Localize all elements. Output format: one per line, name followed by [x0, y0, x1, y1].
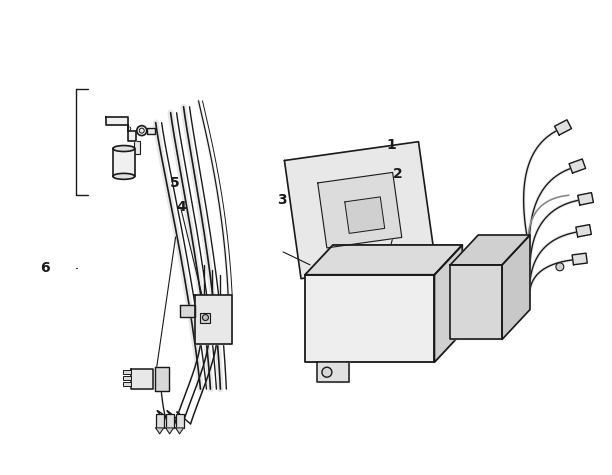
Polygon shape [578, 193, 594, 205]
Text: 5: 5 [170, 176, 180, 190]
Bar [134, 141, 140, 154]
Polygon shape [345, 197, 385, 233]
Bar [147, 128, 155, 133]
Polygon shape [569, 159, 586, 173]
Bar [166, 414, 174, 428]
Ellipse shape [113, 173, 135, 180]
Polygon shape [502, 235, 530, 340]
Polygon shape [285, 142, 435, 279]
Ellipse shape [113, 145, 135, 152]
Polygon shape [155, 367, 169, 391]
Polygon shape [179, 304, 195, 316]
Bar [176, 414, 184, 428]
Circle shape [556, 263, 564, 271]
Polygon shape [106, 117, 136, 141]
Polygon shape [166, 428, 174, 434]
Polygon shape [176, 428, 184, 434]
Text: 6: 6 [40, 261, 50, 275]
Polygon shape [576, 225, 591, 237]
Text: 4: 4 [176, 200, 186, 214]
Polygon shape [450, 265, 502, 340]
Circle shape [322, 367, 332, 377]
Polygon shape [554, 120, 572, 135]
Bar [123, 382, 131, 386]
Polygon shape [572, 253, 588, 265]
Bar [201, 313, 211, 323]
Polygon shape [305, 275, 435, 362]
Bar [113, 149, 135, 176]
Polygon shape [317, 362, 349, 382]
Polygon shape [450, 235, 530, 265]
Polygon shape [435, 245, 462, 362]
Polygon shape [131, 369, 153, 389]
Circle shape [203, 314, 209, 321]
Polygon shape [305, 245, 462, 275]
Text: 2: 2 [392, 167, 402, 181]
Bar [123, 370, 131, 374]
Text: 1: 1 [386, 138, 396, 152]
Text: 3: 3 [277, 193, 286, 207]
Bar [123, 376, 131, 380]
Polygon shape [155, 428, 163, 434]
Circle shape [136, 126, 147, 135]
Polygon shape [195, 294, 233, 344]
Bar [155, 414, 163, 428]
Polygon shape [318, 172, 402, 248]
